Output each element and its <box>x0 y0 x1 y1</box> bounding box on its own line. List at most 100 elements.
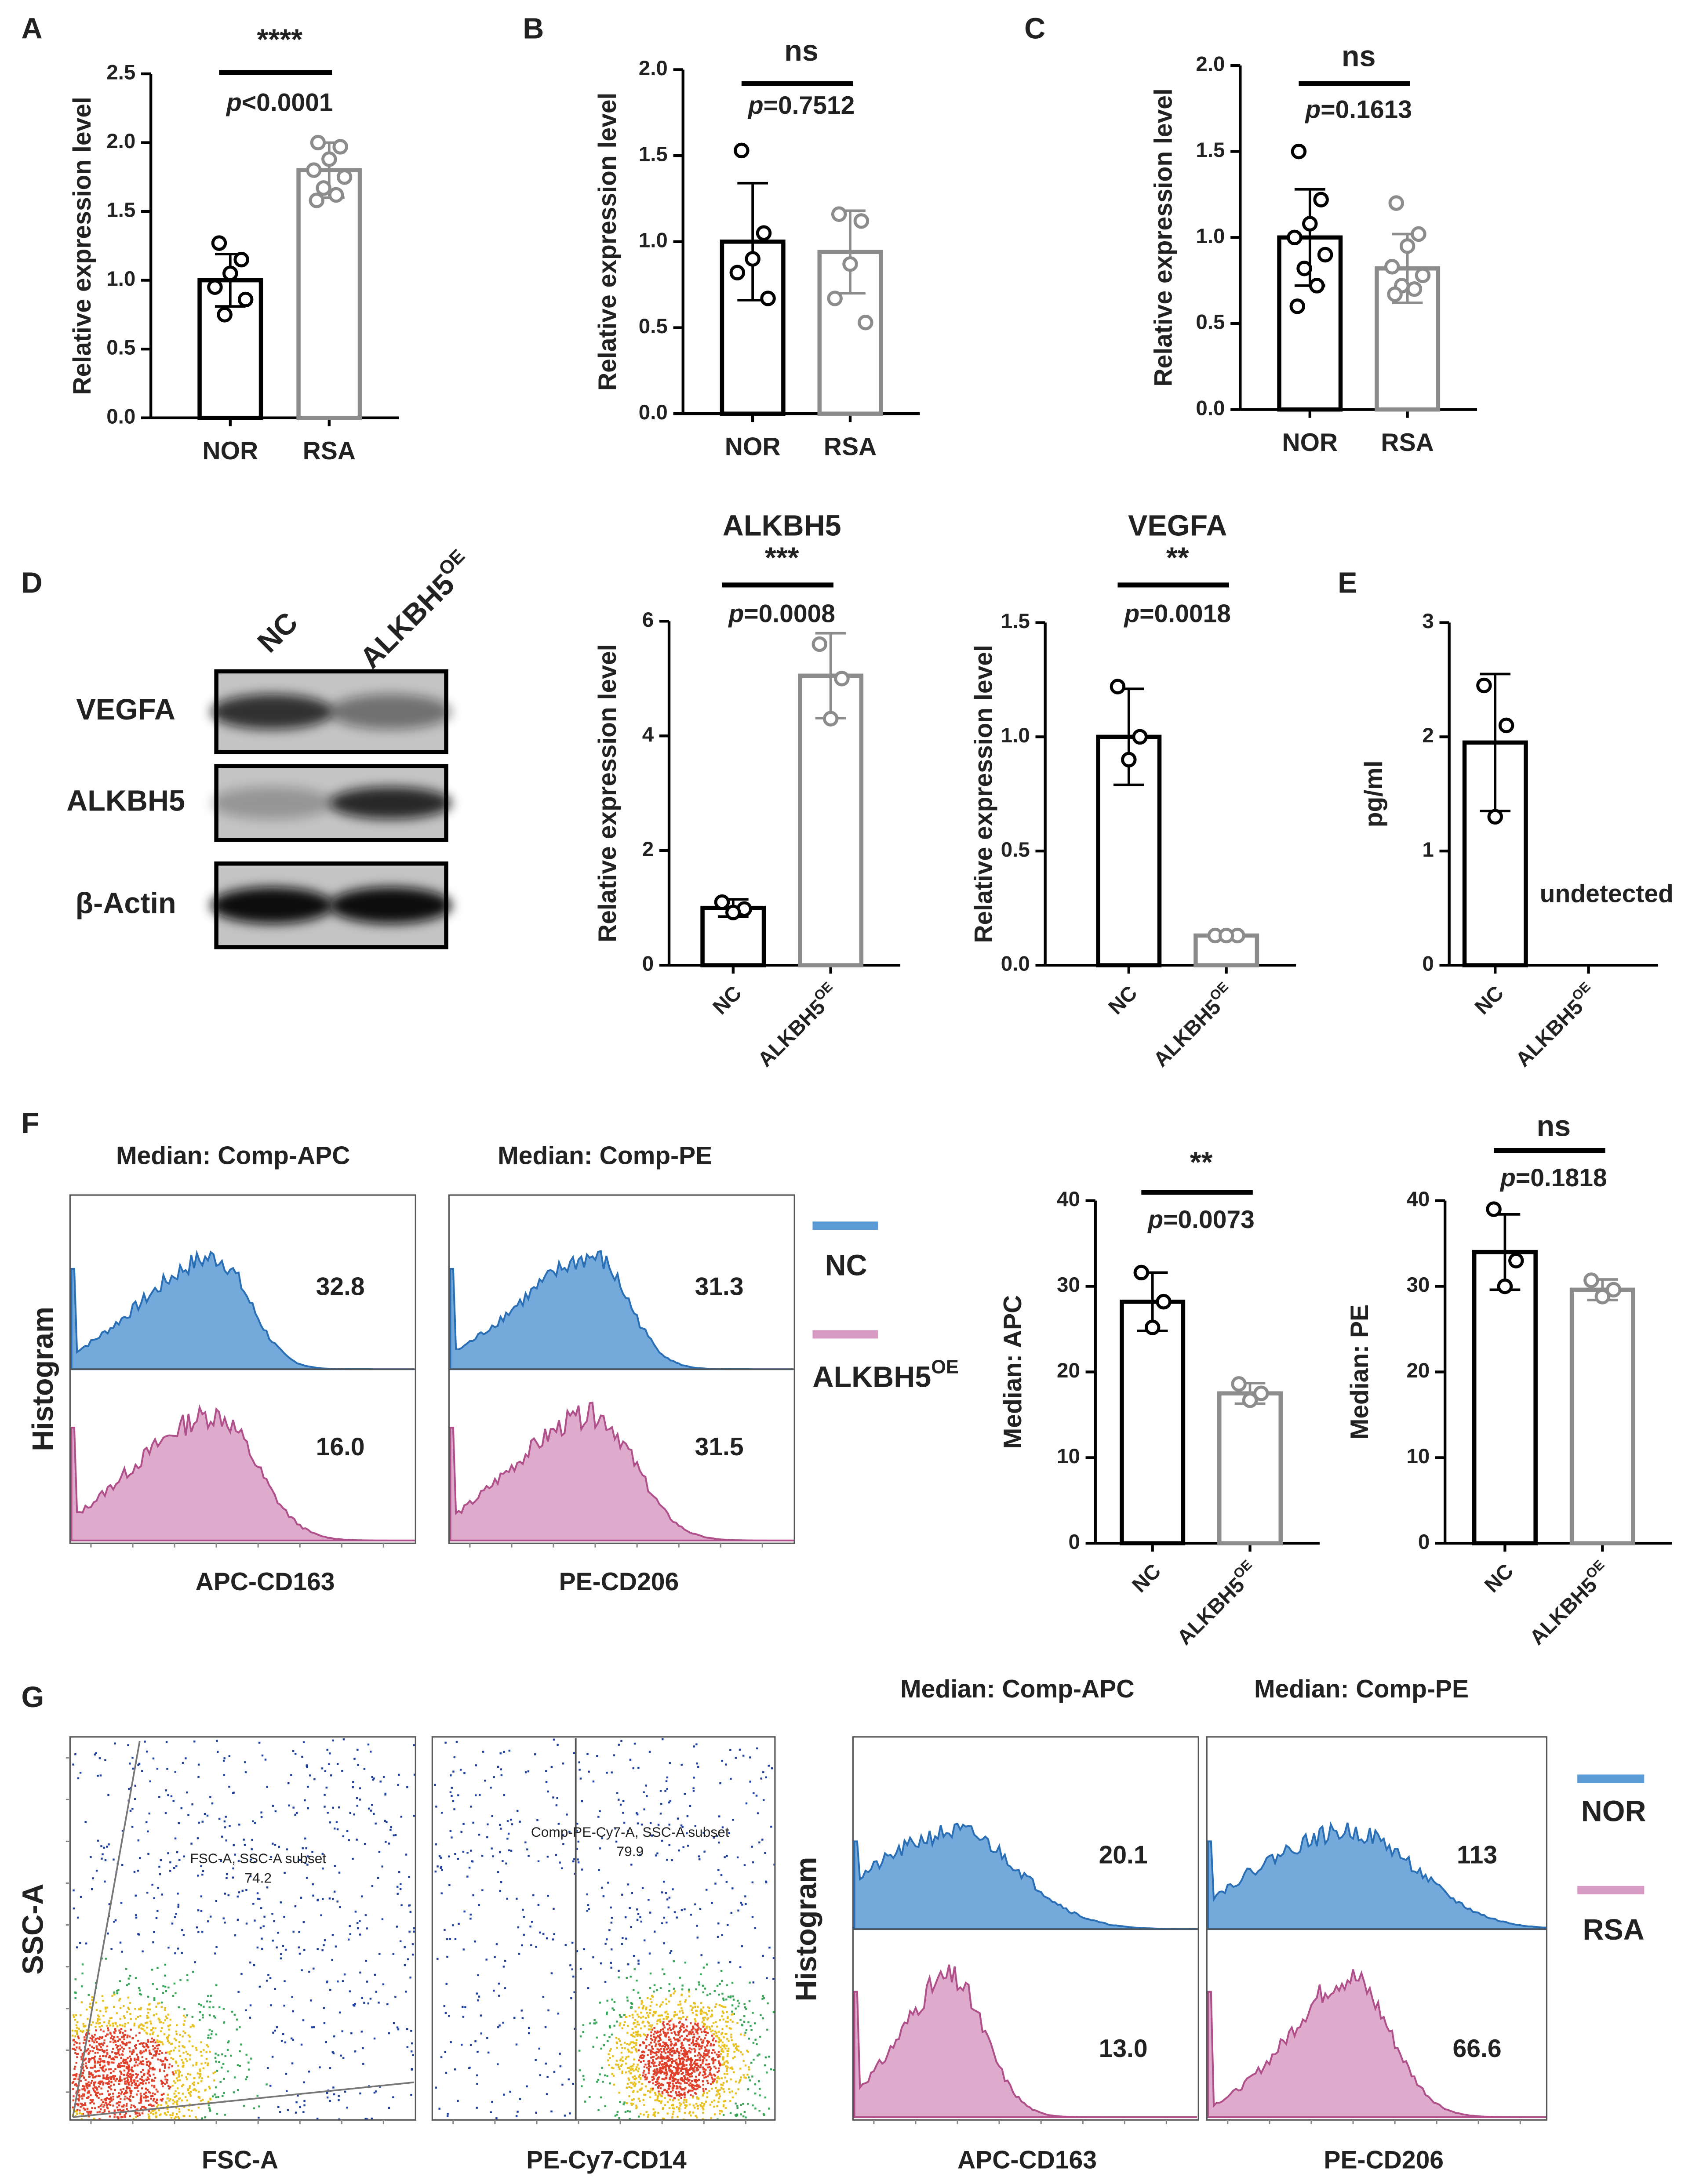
scatter-dot <box>118 2101 120 2103</box>
scatter-dot <box>686 2082 688 2084</box>
scatter-dot <box>639 1997 641 1999</box>
scatter-dot <box>723 2045 725 2048</box>
scatter-dot <box>72 2088 74 2090</box>
scatter-dot <box>80 2058 83 2060</box>
scatter-dot <box>97 1775 99 1777</box>
scatter-dot <box>208 2086 211 2088</box>
scatter-dot <box>731 2096 734 2099</box>
scatter-dot <box>102 2105 105 2108</box>
scatter-dot <box>175 2062 178 2064</box>
scatter-dot <box>670 1995 672 1997</box>
scatter-dot <box>596 1755 598 1757</box>
scatter-dot <box>142 2045 144 2047</box>
scatter-dot <box>692 2039 694 2041</box>
scatter-dot <box>729 1996 732 1999</box>
scatter-dot <box>210 2033 213 2035</box>
scatter-dot <box>695 2064 698 2066</box>
scatter-dot <box>600 2047 602 2050</box>
scatter-dot <box>136 2053 138 2056</box>
scatter-dot <box>629 1759 632 1761</box>
scatter-dot <box>271 2056 274 2058</box>
y-tick-label: 0 <box>1422 952 1434 976</box>
scatter-dot <box>706 2044 709 2046</box>
scatter-dot <box>245 2078 247 2081</box>
scatter-dot <box>743 2003 746 2006</box>
scatter-dot <box>362 2063 364 2065</box>
scatter-dot <box>81 2054 84 2057</box>
scatter-dot <box>378 2002 380 2004</box>
scatter-dot <box>112 2098 114 2100</box>
scatter-dot <box>666 1898 669 1901</box>
scatter-dot <box>135 1916 138 1919</box>
scatter-dot <box>646 2066 648 2069</box>
scatter-dot <box>686 2079 689 2081</box>
scatter-dot <box>125 2104 128 2107</box>
scatter-dot <box>641 1887 644 1889</box>
scatter-dot <box>166 2079 168 2081</box>
scatter-dot <box>127 1977 130 1980</box>
scatter-dot <box>732 1819 734 1821</box>
scatter-dot <box>84 2102 86 2104</box>
scatter-dot <box>703 2071 706 2073</box>
scatter-dot <box>105 2099 107 2101</box>
scatter-dot <box>126 2080 128 2082</box>
scatter-dot <box>113 2076 115 2079</box>
scatter-dot <box>118 2104 120 2107</box>
scatter-dot <box>400 1816 403 1818</box>
p-value: p<0.0001 <box>226 89 333 117</box>
scatter-dot <box>142 1950 144 1953</box>
scatter-dot <box>684 1962 687 1964</box>
scatter-dot <box>98 2111 101 2113</box>
scatter-dot <box>722 2088 724 2090</box>
scatter-dot <box>338 2099 340 2101</box>
scatter-dot <box>342 1738 345 1741</box>
scatter-dot <box>102 1853 104 1856</box>
scatter-dot <box>83 2069 85 2072</box>
scatter-dot <box>720 2050 723 2052</box>
scatter-dot <box>77 1777 80 1780</box>
scatter-dot <box>181 1929 183 1931</box>
scatter-dot <box>631 2028 633 2030</box>
scatter-dot <box>508 1849 510 1852</box>
scatter-dot <box>640 2057 643 2059</box>
scatter-dot <box>108 2056 110 2059</box>
scatter-dot <box>106 2024 109 2027</box>
scatter-dot <box>721 1980 723 1982</box>
scatter-dot <box>639 2035 642 2037</box>
scatter-dot <box>573 1991 575 1994</box>
scatter-dot <box>680 2007 683 2010</box>
scatter-dot <box>726 1855 728 1857</box>
scatter-dot <box>706 2079 709 2082</box>
scatter-dot <box>620 2058 622 2060</box>
scatter-dot <box>694 1903 696 1906</box>
scatter-dot <box>146 2046 149 2049</box>
scatter-dot <box>189 2073 192 2076</box>
scatter-dot <box>686 1832 688 1835</box>
scatter-dot <box>174 2046 176 2049</box>
scatter-dot <box>731 2020 734 2023</box>
scatter-dot <box>136 2115 139 2117</box>
scatter-dot <box>625 2062 627 2065</box>
scatter-dot <box>371 1804 373 1806</box>
scatter-dot <box>668 2083 670 2086</box>
scatter-dot <box>526 1848 528 1851</box>
scatter-dot <box>81 2088 84 2090</box>
scatter-dot <box>189 2093 191 2096</box>
scatter-dot <box>744 1895 746 1897</box>
scatter-dot <box>730 1911 733 1914</box>
data-point <box>834 671 850 687</box>
scatter-dot <box>344 2090 346 2093</box>
scatter-dot <box>95 2029 97 2031</box>
scatter-dot <box>731 2090 734 2093</box>
scatter-dot <box>667 2036 670 2039</box>
scatter-dot <box>637 1766 640 1769</box>
scatter-dot <box>364 1914 367 1916</box>
scatter-dot <box>730 2036 732 2039</box>
scatter-dot <box>266 1786 268 1788</box>
scatter-dot <box>684 2037 686 2040</box>
scatter-dot <box>735 2043 737 2046</box>
scatter-dot <box>87 2084 90 2086</box>
scatter-dot <box>727 2062 729 2064</box>
scatter-dot <box>542 1933 545 1935</box>
scatter-dot <box>611 2007 614 2010</box>
